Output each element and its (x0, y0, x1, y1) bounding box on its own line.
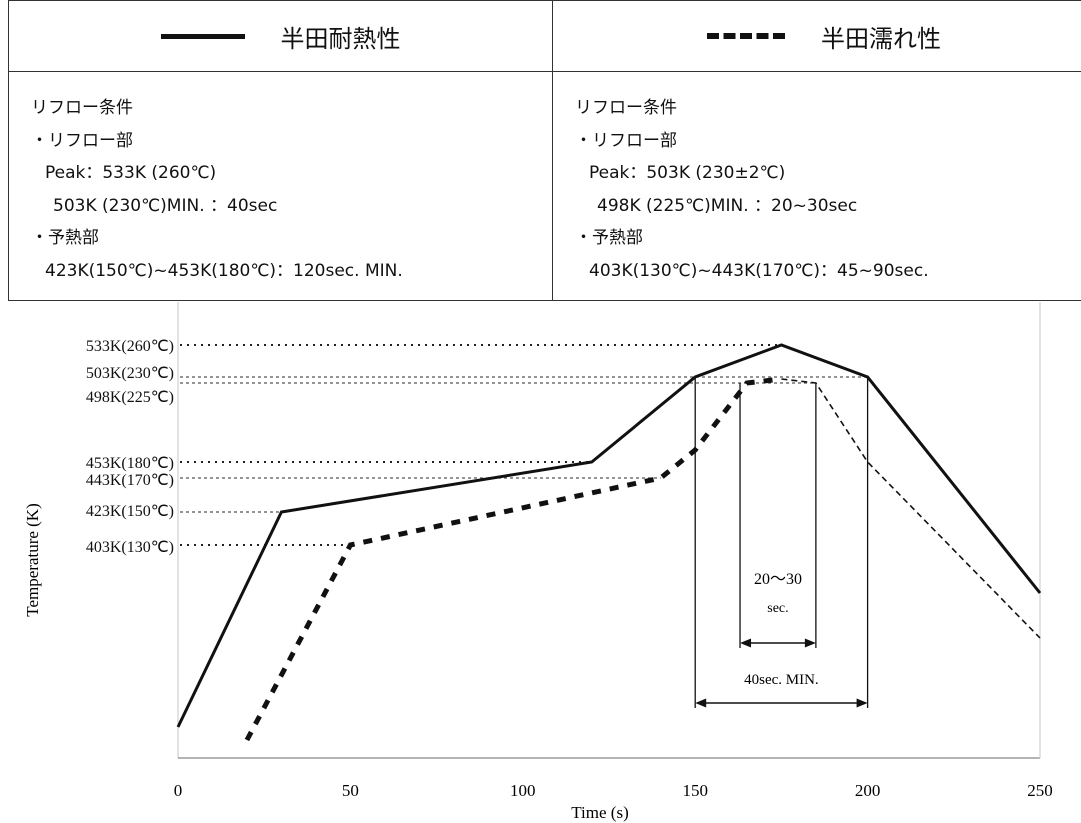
arrow-20-30sec-head-left (740, 638, 752, 648)
right-preheat: 403K(130℃)~443K(170℃)：45~90sec. (589, 260, 929, 281)
y-ref-label-503: 503K(230℃) (86, 365, 174, 382)
right-title: リフロー条件 (575, 98, 677, 118)
x-tick-label-150: 150 (682, 781, 708, 800)
left-preheat-heading: ・予熱部 (31, 228, 99, 248)
x-tick-label-0: 0 (174, 781, 183, 800)
y-axis-title: Temperature (K) (23, 503, 42, 617)
legend-dashed-label: 半田濡れ性 (821, 24, 941, 53)
y-ref-label-423: 423K(150℃) (86, 503, 174, 520)
y-ref-label-403: 403K(130℃) (86, 539, 174, 556)
arrow-40sec-head-left (695, 698, 707, 708)
arrow-20-30sec-head-right (804, 638, 816, 648)
left-peak: Peak：533K (260℃) (45, 163, 217, 183)
series-solid-line (176, 343, 1042, 728)
x-axis-title: Time (s) (571, 803, 628, 822)
series-dashed-line (244, 376, 782, 742)
legend-solid-label: 半田耐熱性 (280, 24, 401, 53)
left-preheat: 423K(150℃)~453K(180℃)：120sec. MIN. (45, 260, 403, 281)
annotation-20-30-line1: 20～30 (754, 571, 802, 588)
right-min-time: 498K (225℃)MIN. ：20~30sec (597, 195, 858, 216)
right-reflow-heading: ・リフロー部 (575, 130, 677, 151)
y-ref-label-498: 498K(225℃) (86, 389, 174, 406)
conditions-row: リフロー条件 ・リフロー部 Peak：533K (260℃) 503K (230… (8, 71, 1081, 301)
solid-line-swatch (160, 33, 245, 39)
left-title: リフロー条件 (31, 98, 133, 118)
y-ref-label-443: 443K(170℃) (86, 472, 174, 489)
left-reflow-heading: ・リフロー部 (31, 130, 133, 151)
conditions-table: 半田耐熱性 半田濡れ性 リフロー条件 ・リフロー部 Peak：533K (260… (8, 0, 1081, 301)
x-tick-label-100: 100 (510, 781, 536, 800)
x-tick-label-200: 200 (855, 781, 881, 800)
y-ref-label-453: 453K(180℃) (86, 455, 174, 472)
right-conditions: リフロー条件 ・リフロー部 Peak：503K (230±2℃) 498K (2… (552, 71, 1081, 301)
annotation-40sec: 40sec. MIN. (744, 672, 819, 688)
x-tick-label-50: 50 (342, 781, 359, 800)
arrow-40sec-head-right (856, 698, 868, 708)
annotation-20-30-line2: sec. (767, 601, 788, 616)
right-peak: Peak：503K (230±2℃) (589, 163, 786, 183)
dashed-line-swatch (707, 33, 785, 39)
legend-row: 半田耐熱性 半田濡れ性 (8, 0, 1081, 72)
x-tick-label-250: 250 (1027, 781, 1053, 800)
left-conditions: リフロー条件 ・リフロー部 Peak：533K (260℃) 503K (230… (8, 71, 553, 301)
legend-solid-cell: 半田耐熱性 (8, 0, 553, 72)
y-ref-label-533: 533K(260℃) (86, 338, 174, 355)
left-min-time: 503K (230℃)MIN. ：40sec (53, 195, 278, 216)
series-dashed-line-tail (781, 378, 1041, 639)
right-preheat-heading: ・予熱部 (575, 228, 643, 248)
legend-dashed-cell: 半田濡れ性 (552, 0, 1081, 72)
